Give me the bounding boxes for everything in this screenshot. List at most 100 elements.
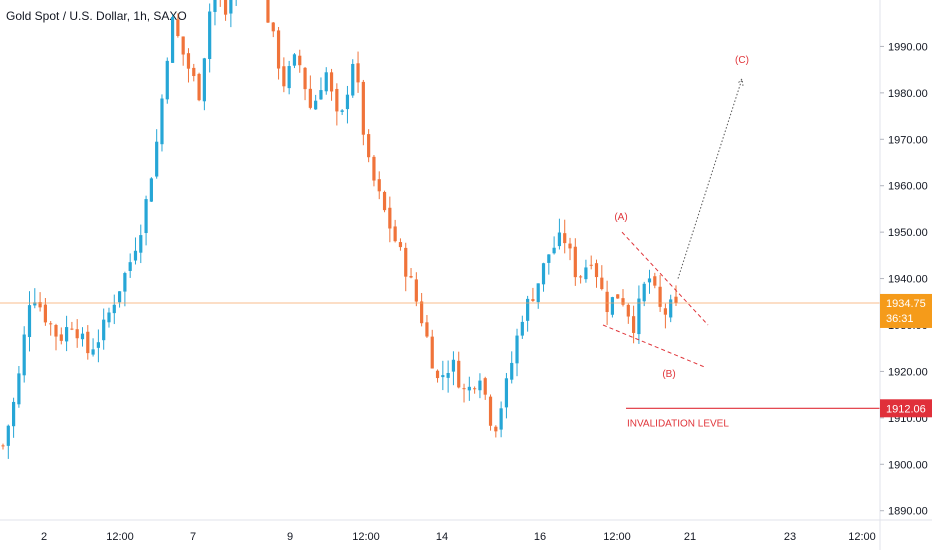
candles-layer [1, 0, 678, 459]
candle-body [451, 359, 456, 372]
candle-body [579, 276, 583, 278]
candle-body [139, 235, 143, 253]
invalidation-label: INVALIDATION LEVEL [627, 418, 729, 429]
candle-body [658, 286, 662, 307]
candle-body [404, 247, 408, 277]
y-tick-label: 1890.00 [888, 506, 928, 518]
x-tick-label: 7 [190, 531, 196, 543]
invalidation-badge [880, 399, 932, 418]
chart-title: Gold Spot / U.S. Dollar, 1h, SAXO [6, 9, 187, 23]
candle-body [393, 226, 397, 242]
candle-body [128, 262, 132, 271]
candle-body [96, 342, 100, 348]
x-tick-label: 14 [436, 531, 448, 543]
candle-body [43, 304, 47, 323]
wave-label: (A) [614, 212, 627, 223]
y-tick-label: 1960.00 [888, 181, 928, 193]
candle-body [594, 263, 599, 278]
candle-body [616, 294, 620, 299]
candle-body [181, 36, 185, 55]
candle-body [54, 324, 58, 337]
candle-body [473, 388, 477, 390]
candle-body [117, 291, 122, 303]
candle-body [457, 360, 461, 388]
candle-body [674, 296, 678, 303]
candle-body [626, 304, 630, 317]
candle-body [102, 319, 106, 341]
candle-body [298, 55, 302, 66]
candle-body [377, 179, 381, 192]
projection-arrow-line [677, 78, 743, 279]
candle-body [86, 331, 90, 354]
candle-body [144, 199, 148, 234]
candle-body [425, 322, 429, 337]
candle-body [282, 66, 286, 87]
time-axis[interactable]: 2 12:00 7 9 12:00 14 16 12:00 21 23 12:00 [0, 519, 932, 543]
candle-body [319, 90, 323, 100]
candle-body [202, 58, 206, 102]
candle-body [372, 156, 376, 181]
candle-body [446, 373, 450, 378]
x-tick-label: 12:00 [848, 531, 876, 543]
candle-body [526, 298, 530, 321]
candle-body [64, 327, 69, 342]
candle-body [149, 178, 153, 202]
candle-body [398, 242, 403, 248]
candle-body [176, 19, 180, 37]
candle-body [510, 362, 514, 380]
candle-body [361, 81, 365, 135]
candle-body [335, 88, 339, 112]
candle-body [49, 323, 53, 325]
candle-body [610, 297, 615, 315]
candle-body [59, 334, 63, 341]
candle-body [165, 60, 169, 100]
candle-body [573, 246, 577, 278]
candle-body [6, 425, 10, 446]
candle-body [356, 63, 360, 83]
candle-body [367, 134, 371, 158]
x-tick-label: 21 [684, 531, 696, 543]
y-tick-label: 1920.00 [888, 366, 928, 378]
candle-body [547, 254, 551, 263]
candle-body [536, 283, 540, 303]
candle-body [420, 301, 424, 324]
candle-body [160, 98, 164, 145]
candle-body [488, 396, 493, 426]
candle-body [637, 298, 641, 335]
candle-body [213, 0, 217, 12]
candle-body [229, 0, 233, 14]
candle-body [276, 30, 281, 69]
candle-body [38, 302, 42, 308]
candle-countdown: 36:31 [886, 313, 914, 325]
candle-body [441, 375, 445, 378]
candle-body [568, 243, 572, 249]
candle-body [504, 378, 509, 408]
y-tick-label: 1940.00 [888, 274, 928, 286]
x-tick-label: 12:00 [352, 531, 380, 543]
candle-body [467, 386, 471, 391]
candle-body [600, 277, 604, 290]
candle-body [605, 291, 609, 313]
candle-body [197, 73, 201, 101]
candle-body [552, 247, 556, 254]
candle-body [22, 334, 26, 376]
candle-body [70, 328, 74, 330]
candle-body [653, 276, 657, 286]
candle-body [483, 378, 487, 395]
candle-body [186, 53, 191, 69]
candle-body [382, 191, 387, 211]
overlay-layer: INVALIDATION LEVEL (A) (B) (C) [0, 55, 880, 429]
candle-body [192, 67, 196, 77]
price-axis[interactable]: 1890.001900.001910.001920.001930.001940.… [879, 0, 932, 550]
y-tick-label: 1950.00 [888, 227, 928, 239]
candle-body [478, 380, 482, 391]
candle-body [123, 273, 127, 292]
candle-body [520, 321, 524, 336]
x-tick-label: 23 [784, 531, 796, 543]
invalidation-value: 1912.06 [886, 403, 926, 415]
current-price-badge [880, 293, 932, 328]
candle-body [531, 299, 535, 301]
projection-arrow-head [736, 77, 744, 86]
candle-body [515, 335, 519, 364]
